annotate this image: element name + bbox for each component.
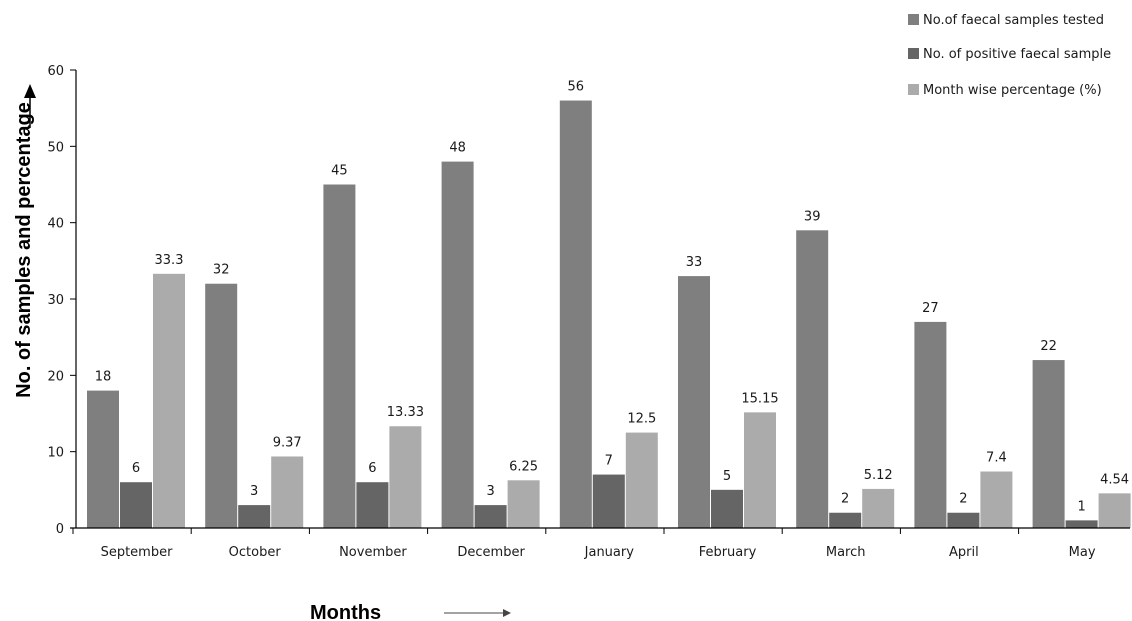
axes-layer [24, 69, 1130, 617]
y-tick-label: 20 [47, 369, 64, 384]
bar-1-december [441, 161, 474, 528]
bar-2-september [120, 482, 152, 528]
data-label: 5 [723, 469, 731, 484]
data-label: 2 [959, 492, 967, 507]
data-label: 18 [95, 370, 112, 385]
y-axis-label: No. of samples and percentage [13, 102, 35, 398]
bar-2-february [711, 489, 743, 528]
data-label: 22 [1040, 339, 1057, 354]
x-axis-arrow-head [503, 609, 511, 617]
x-tick-label: February [699, 545, 757, 560]
data-label: 6 [368, 461, 376, 476]
bar-2-october [238, 505, 271, 528]
data-label: 39 [804, 209, 821, 224]
x-tick-label: November [339, 545, 407, 560]
data-label: 5.12 [864, 468, 893, 483]
data-label: 32 [213, 263, 230, 278]
bar-2-january [592, 474, 625, 528]
legend: No.of faecal samples tested No. of positi… [908, 13, 1111, 98]
bar-3-november [389, 426, 422, 528]
bar-1-october [205, 283, 238, 528]
data-label: 33 [686, 255, 703, 270]
bar-1-april [914, 321, 947, 528]
y-axis-arrow-head [24, 84, 36, 98]
bar-1-january [559, 100, 592, 529]
bar-1-may [1032, 360, 1065, 528]
x-axis-label: Months [310, 602, 381, 621]
y-tick-label: 50 [47, 140, 64, 155]
labels-layer: 18633.3September3239.37October45613.33No… [13, 64, 1129, 621]
x-tick-label: May [1069, 545, 1096, 560]
data-label: 3 [250, 484, 258, 499]
legend-label: No. of positive faecal sample [923, 47, 1111, 62]
data-label: 4.54 [1100, 472, 1129, 487]
bar-3-january [625, 432, 658, 528]
legend-label: Month wise percentage (%) [923, 83, 1102, 98]
y-tick-label: 60 [47, 64, 64, 79]
bar-1-november [323, 184, 356, 528]
x-tick-label: March [826, 545, 866, 560]
bar-1-march [796, 230, 829, 529]
bar-3-march [862, 488, 895, 528]
data-label: 7 [605, 454, 613, 469]
bar-2-december [474, 505, 507, 528]
y-tick-label: 40 [47, 217, 64, 232]
data-label: 33.3 [155, 253, 184, 268]
data-label: 7.4 [986, 451, 1007, 466]
bar-2-april [947, 512, 980, 528]
x-tick-label: September [101, 545, 174, 560]
data-label: 9.37 [273, 435, 302, 450]
data-label: 6 [132, 461, 140, 476]
data-label: 1 [1077, 499, 1085, 514]
y-tick-label: 10 [47, 446, 64, 461]
bar-3-april [980, 471, 1013, 528]
data-label: 12.5 [627, 412, 656, 427]
bar-1-september [87, 390, 119, 528]
x-tick-label: December [457, 545, 525, 560]
bar-3-may [1098, 493, 1131, 528]
bar-3-february [744, 412, 776, 528]
data-label: 56 [568, 80, 585, 95]
bars-layer [87, 100, 1131, 529]
y-tick-label: 0 [56, 522, 64, 537]
x-tick-label: April [949, 545, 979, 560]
legend-swatch [908, 14, 919, 25]
bar-3-october [271, 456, 304, 528]
legend-label: No.of faecal samples tested [923, 13, 1104, 28]
bar-2-may [1065, 520, 1098, 528]
data-label: 2 [841, 492, 849, 507]
data-label: 6.25 [509, 459, 538, 474]
bar-3-december [507, 480, 540, 528]
bar-2-march [829, 512, 862, 528]
data-label: 3 [486, 484, 494, 499]
legend-swatch [908, 48, 919, 59]
bar-3-september [153, 273, 185, 528]
x-tick-label: January [584, 545, 635, 560]
y-tick-label: 30 [47, 293, 64, 308]
data-label: 15.15 [741, 391, 778, 406]
x-tick-label: October [229, 545, 282, 560]
data-label: 13.33 [387, 405, 424, 420]
data-label: 48 [449, 141, 466, 156]
data-label: 27 [922, 301, 939, 316]
data-label: 45 [331, 164, 348, 179]
bar-1-february [678, 276, 710, 528]
bar-2-november [356, 482, 389, 528]
legend-swatch [908, 84, 919, 95]
